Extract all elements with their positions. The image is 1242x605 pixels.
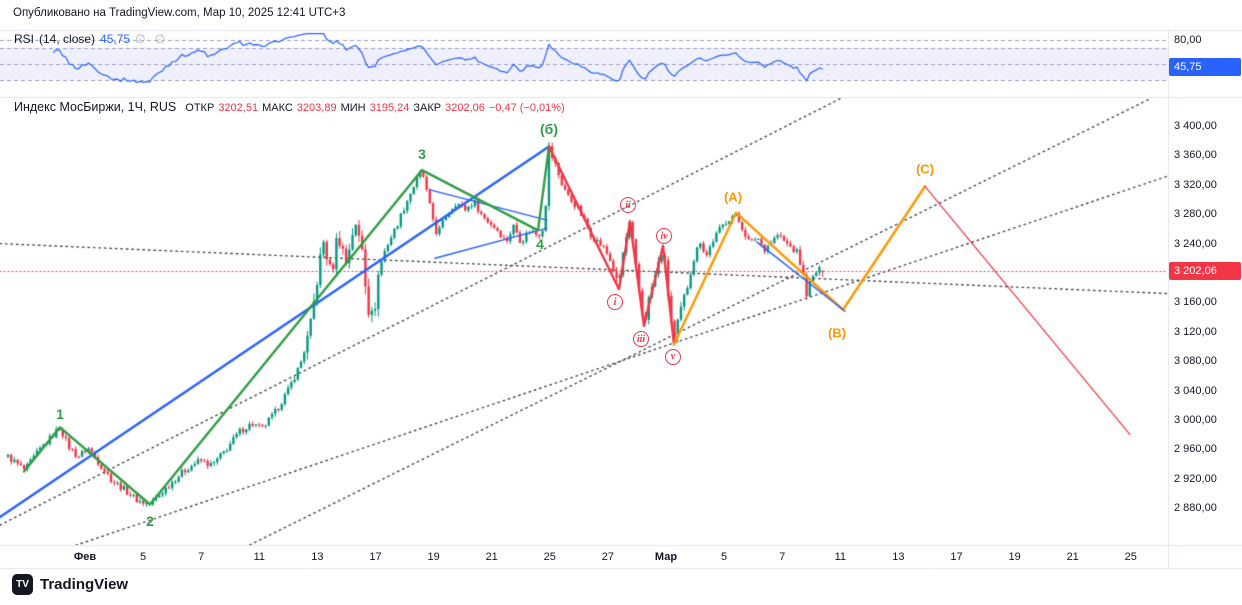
price-tick: 2 920,00 <box>1174 472 1217 485</box>
tradingview-monogram: TV <box>16 579 29 590</box>
price-tick: 3 240,00 <box>1174 237 1217 250</box>
change-value: −0,47 (−0,01%) <box>488 102 565 114</box>
time-tick: 7 <box>198 551 205 563</box>
time-tick: 5 <box>721 551 728 563</box>
high-value: 3203,89 <box>296 102 337 114</box>
time-axis[interactable]: Фев 5 7 11 13 17 19 21 25 27 Мар 5 7 11 13 17 19 21 25 <box>0 545 1242 568</box>
price-tick: 3 360,00 <box>1174 149 1217 162</box>
time-tick: 21 <box>1066 551 1079 563</box>
rsi-hidden-values-icon[interactable]: ∅ ∅ <box>135 32 169 46</box>
rsi-current-value: 45,75 <box>100 32 131 46</box>
time-tick: 11 <box>253 551 266 563</box>
time-tick: Мар <box>654 551 678 563</box>
tradingview-logo-icon[interactable]: TV <box>12 574 33 595</box>
footer: TV TradingView <box>12 574 128 595</box>
price-tick: 3 000,00 <box>1174 414 1217 426</box>
price-tick: 2 960,00 <box>1174 443 1217 456</box>
price-tick: 3 400,00 <box>1174 120 1217 132</box>
time-tick: 19 <box>427 551 440 563</box>
last-price-badge: 3 202,06 <box>1169 262 1241 281</box>
rsi-value-badge: 45,75 <box>1169 58 1241 77</box>
symbol-title: Индекс МосБиржи, 1Ч, RUS <box>14 100 177 114</box>
time-tick: 17 <box>950 551 963 563</box>
time-tick: 7 <box>779 551 786 563</box>
time-tick: 27 <box>601 551 615 563</box>
price-axis[interactable]: 3 400,00 3 360,00 3 320,00 3 280,00 3 240,00… <box>1168 30 1242 545</box>
time-tick: 21 <box>485 551 498 563</box>
time-tick: Фев <box>73 551 97 563</box>
time-tick: 13 <box>892 551 905 563</box>
high-label: МАКС <box>262 102 293 114</box>
tradingview-brand[interactable]: TradingView <box>40 576 129 593</box>
close-label: ЗАКР <box>413 102 442 114</box>
price-tick: 3 040,00 <box>1174 384 1217 397</box>
rsi-params: (14, close) <box>39 32 96 46</box>
time-tick: 13 <box>311 551 324 563</box>
low-value: 3195,24 <box>369 102 410 114</box>
rsi-axis-tick-80: 80,00 <box>1174 34 1202 46</box>
time-tick: 17 <box>369 551 382 563</box>
price-tick: 3 320,00 <box>1174 178 1217 191</box>
price-tick: 3 080,00 <box>1174 355 1217 368</box>
price-tick: 2 880,00 <box>1174 502 1217 515</box>
time-tick: 25 <box>1124 551 1137 563</box>
symbol-legend: Индекс МосБиржи, 1Ч, RUS ОТКР 3202,51 МА… <box>14 100 565 114</box>
price-tick: 3 280,00 <box>1174 208 1217 221</box>
low-label: МИН <box>340 102 366 114</box>
time-tick: 19 <box>1008 551 1021 563</box>
time-tick: 25 <box>543 551 556 563</box>
time-tick: 5 <box>140 551 147 563</box>
open-value: 3202,51 <box>218 102 259 114</box>
rsi-legend: RSI (14, close) 45,75 ∅ ∅ <box>14 32 168 46</box>
published-note: Опубликовано на TradingView.com, Мар 10,… <box>13 7 346 19</box>
price-tick: 3 120,00 <box>1174 325 1217 338</box>
open-label: ОТКР <box>185 102 215 114</box>
rsi-title: RSI <box>14 32 35 46</box>
time-tick: 11 <box>834 551 847 563</box>
price-tick: 3 160,00 <box>1174 296 1217 309</box>
close-value: 3202,06 <box>445 102 485 114</box>
